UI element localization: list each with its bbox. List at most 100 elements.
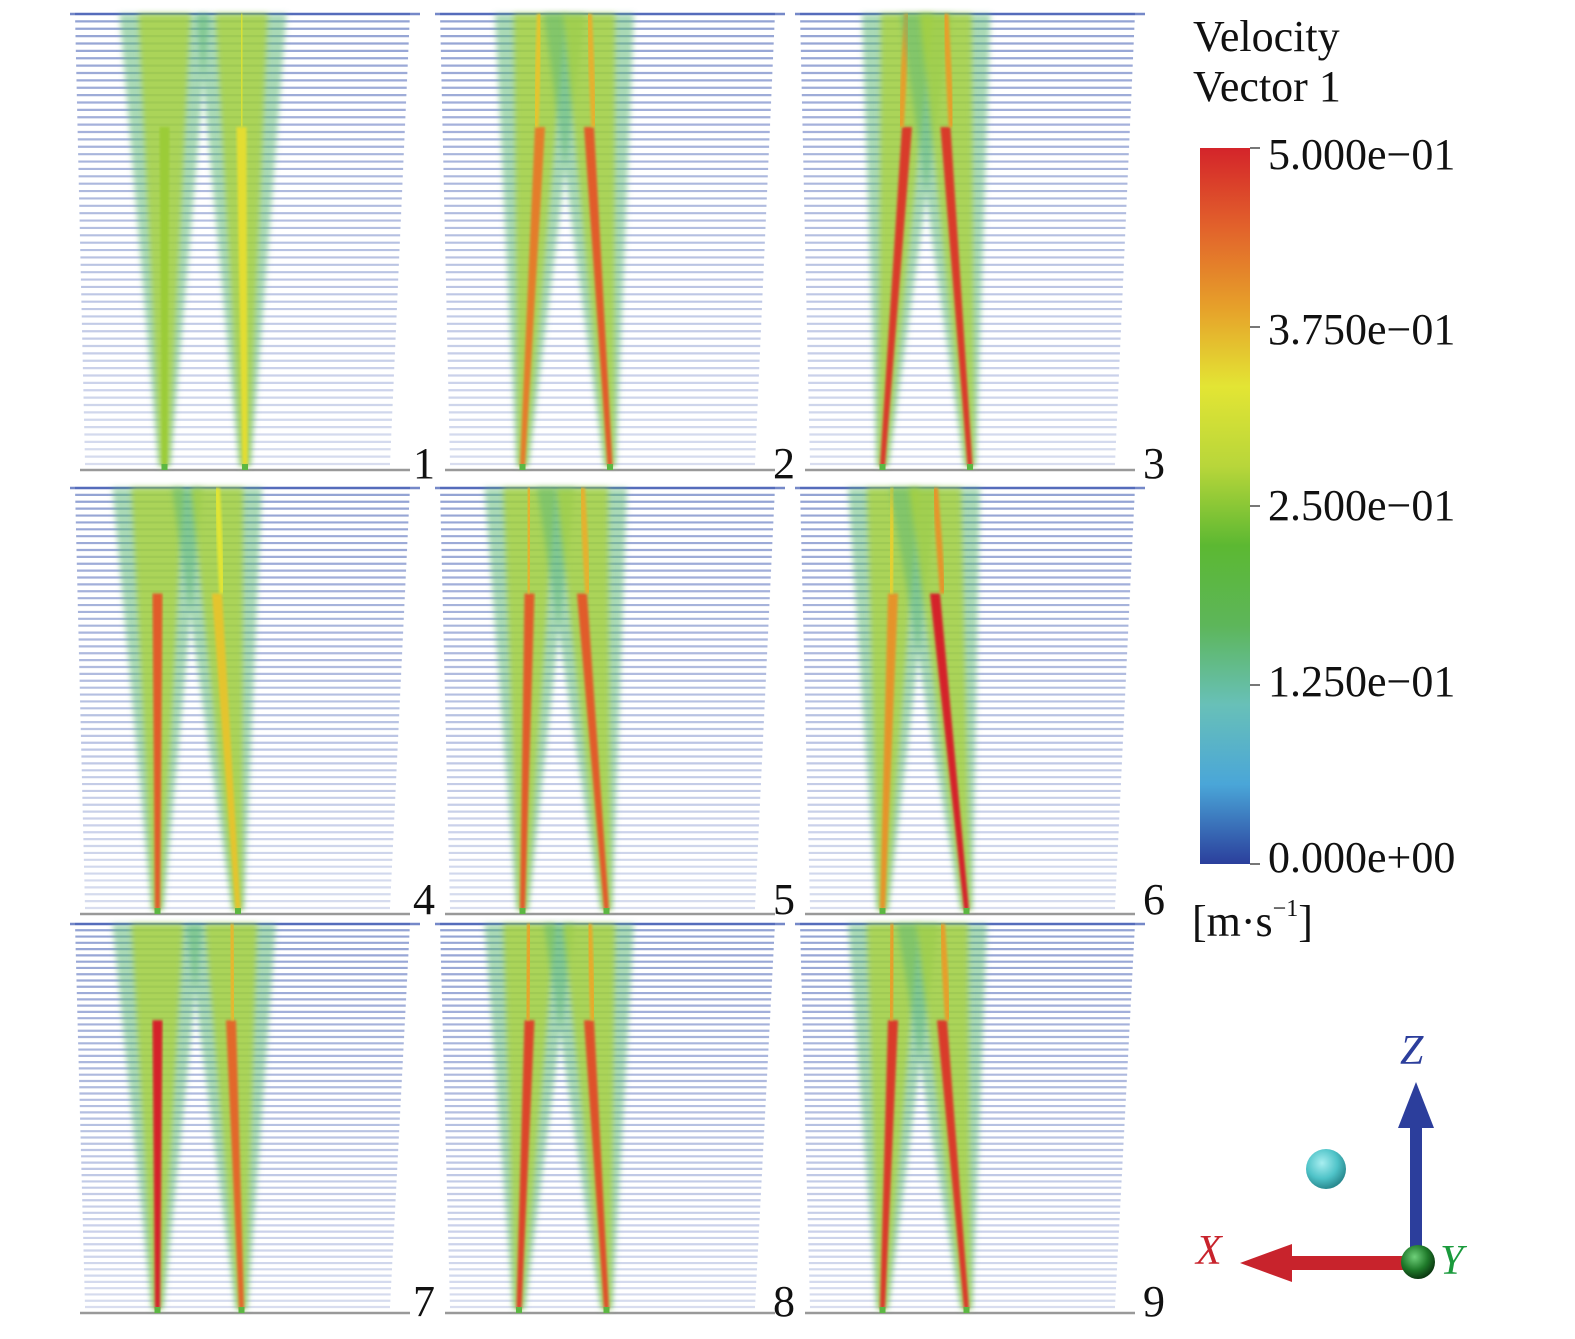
jet-core-upper bbox=[586, 923, 597, 1021]
units-close: ] bbox=[1298, 897, 1313, 946]
x-axis-arrow bbox=[1240, 1244, 1416, 1282]
x-axis-label: X bbox=[1196, 1228, 1222, 1274]
panel-5 bbox=[435, 486, 785, 916]
units-base: [m·s bbox=[1192, 897, 1273, 946]
legend-title-line2: Vector 1 bbox=[1193, 62, 1341, 111]
colorbar-tick-label-2: 2.500e−01 bbox=[1268, 481, 1456, 530]
jet-core-upper bbox=[579, 487, 592, 594]
jet-core bbox=[880, 593, 898, 910]
panel-label-1: 1 bbox=[413, 439, 435, 488]
view-marker-sphere bbox=[1306, 1149, 1346, 1189]
nozzle-marker bbox=[242, 464, 248, 470]
panel-label-8: 8 bbox=[773, 1277, 795, 1326]
nozzle-marker bbox=[879, 908, 886, 914]
nozzle-marker bbox=[879, 1307, 886, 1313]
jet-core bbox=[152, 1020, 163, 1309]
jet-core-upper bbox=[586, 13, 598, 128]
colorbar-gradient bbox=[1200, 148, 1250, 864]
colorbar bbox=[1200, 147, 1260, 865]
jet-core-upper bbox=[887, 923, 896, 1021]
jet-1 bbox=[484, 487, 575, 914]
jet-core bbox=[520, 593, 535, 910]
nozzle-marker bbox=[154, 908, 161, 914]
jet-1 bbox=[484, 923, 575, 1313]
jet-core bbox=[212, 593, 241, 910]
jet-core bbox=[880, 1020, 898, 1309]
jet-core-upper bbox=[939, 923, 952, 1021]
nozzle-marker bbox=[516, 1307, 522, 1313]
jet-core-upper bbox=[523, 923, 533, 1021]
nozzle-marker bbox=[161, 464, 168, 470]
jet-1 bbox=[112, 488, 203, 914]
jet-core bbox=[236, 127, 248, 466]
panel-7 bbox=[70, 922, 420, 1315]
jet-2 bbox=[900, 13, 991, 470]
nozzle-marker bbox=[607, 464, 613, 470]
jet-2 bbox=[196, 13, 287, 470]
jet-core-upper bbox=[524, 487, 533, 594]
panels-layer bbox=[70, 12, 1145, 1315]
nozzle-marker bbox=[519, 464, 526, 470]
nozzle-marker bbox=[967, 464, 973, 470]
jet-core bbox=[226, 1020, 244, 1309]
panel-3 bbox=[795, 12, 1145, 472]
jet-core bbox=[937, 1020, 969, 1309]
jet-2 bbox=[537, 487, 627, 914]
panel-label-9: 9 bbox=[1143, 1277, 1165, 1326]
legend-title-line1: Velocity bbox=[1193, 12, 1340, 61]
jet-2 bbox=[544, 13, 634, 470]
y-axis-label: Y bbox=[1440, 1238, 1464, 1284]
jet-core bbox=[584, 127, 613, 466]
jet-1 bbox=[119, 14, 210, 470]
nozzle-marker bbox=[154, 1307, 161, 1313]
axis-triad bbox=[1240, 1082, 1435, 1282]
panel-label-4: 4 bbox=[413, 875, 435, 924]
panel-label-6: 6 bbox=[1143, 875, 1165, 924]
panel-9 bbox=[795, 922, 1145, 1315]
jet-core-upper bbox=[238, 13, 246, 128]
jet-core bbox=[577, 593, 609, 910]
panel-label-3: 3 bbox=[1143, 439, 1165, 488]
jet-core bbox=[880, 127, 912, 466]
nozzle-marker bbox=[235, 908, 241, 914]
panel-1 bbox=[70, 12, 420, 472]
panel-4 bbox=[70, 486, 420, 916]
jet-2 bbox=[172, 487, 262, 914]
colorbar-tick-label-min: 0.000e+00 bbox=[1268, 833, 1456, 882]
nozzle-marker bbox=[603, 1307, 610, 1313]
jet-core-upper bbox=[887, 487, 896, 594]
panel-label-5: 5 bbox=[773, 875, 795, 924]
nozzle-marker bbox=[963, 908, 970, 914]
jet-core bbox=[520, 127, 545, 466]
jet-core-upper bbox=[532, 13, 543, 128]
legend-title: Velocity Vector 1 bbox=[1193, 12, 1341, 112]
jet-core-upper bbox=[932, 487, 946, 594]
z-axis-label: Z bbox=[1400, 1028, 1424, 1074]
jet-core bbox=[940, 127, 973, 466]
jet-core-upper bbox=[942, 13, 955, 128]
units-exponent: −1 bbox=[1272, 896, 1299, 923]
nozzle-marker bbox=[519, 908, 526, 914]
colorbar-ticks bbox=[1250, 147, 1260, 865]
jet-2 bbox=[897, 923, 987, 1313]
colorbar-tick-label-1: 1.250e−01 bbox=[1268, 657, 1456, 706]
panel-label-2: 2 bbox=[773, 439, 795, 488]
y-axis-origin-sphere bbox=[1401, 1245, 1435, 1279]
nozzle-marker bbox=[879, 464, 886, 470]
jet-core bbox=[159, 127, 170, 466]
jet-2 bbox=[890, 487, 980, 914]
units-label: [m·s−1] bbox=[1192, 897, 1313, 946]
panel-2 bbox=[435, 12, 785, 472]
nozzle-marker bbox=[238, 1307, 245, 1313]
panel-6 bbox=[795, 486, 1145, 916]
jet-core-upper bbox=[228, 923, 237, 1021]
jet-core bbox=[930, 593, 969, 910]
z-axis-arrow bbox=[1398, 1082, 1434, 1260]
jet-core-upper bbox=[214, 487, 226, 594]
jet-core bbox=[152, 593, 163, 910]
colorbar-tick-label-max: 5.000e−01 bbox=[1268, 130, 1456, 179]
jet-2 bbox=[186, 923, 276, 1313]
panel-8 bbox=[435, 922, 785, 1315]
jet-core bbox=[516, 1020, 535, 1309]
